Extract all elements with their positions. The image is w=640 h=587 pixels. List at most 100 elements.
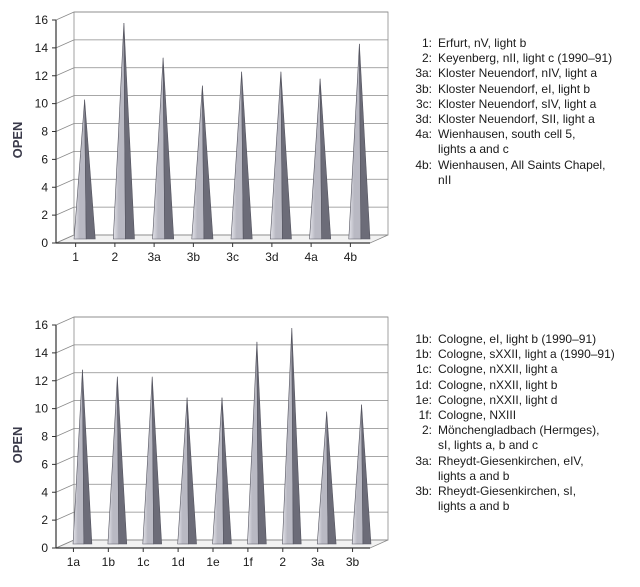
legend-key: 3a: — [415, 453, 432, 468]
gridline-depth — [55, 483, 75, 493]
x-tick-label: 2 — [279, 555, 286, 569]
x-tick-label: 1a — [67, 555, 81, 569]
y-tick-label: 12 — [35, 69, 49, 83]
y-tick-label: 4 — [41, 180, 48, 194]
bar-cone-shade — [326, 411, 337, 545]
bar-cone-shade — [186, 397, 197, 545]
bar-cone-shade — [151, 376, 162, 545]
bar-cone-3a — [316, 411, 337, 545]
legend-text: Kloster Neuendorf, SII, light a — [438, 112, 595, 127]
x-tick-label: 4b — [344, 250, 358, 264]
legend-key: 1f: — [418, 408, 432, 423]
legend-key: 1d: — [415, 377, 432, 392]
legend-entry: 4b: Wienhausen, All Saints Chapel, nII — [398, 158, 612, 188]
gridline-depth — [55, 178, 75, 188]
gridline-depth — [55, 511, 75, 521]
y-tick-label: 14 — [35, 41, 49, 55]
bar-cone-1 — [73, 99, 96, 240]
gridline-depth — [55, 206, 75, 216]
legend-text: Kloster Neuendorf, eI, light b — [438, 81, 591, 96]
legend-key: 3b: — [415, 484, 432, 499]
legend-text: Rheydt-Giesenkirchen, sI, lights a and b — [438, 484, 577, 514]
bar-cone-shade — [359, 43, 371, 240]
legend-entry: 1e: Cologne, nXXII, light d — [398, 393, 615, 408]
legend-entry: 1b: Cologne, eI, light b (1990–91) — [398, 332, 615, 347]
legend-entry: 1c: Cologne, nXXII, light a — [398, 362, 615, 377]
gridline-depth — [55, 95, 75, 104]
legend-entry: 3c: Kloster Neuendorf, sIV, light a — [398, 97, 612, 112]
x-tick-label: 1e — [206, 555, 220, 569]
x-tick-label: 2 — [112, 250, 119, 264]
gridline-depth — [55, 539, 75, 549]
legend-entry: 1d: Cologne, nXXII, light b — [398, 378, 615, 393]
legend-entry: 3b: Kloster Neuendorf, eI, light b — [398, 82, 612, 97]
bar-cone-shade — [280, 71, 292, 240]
gridline-depth — [55, 316, 75, 326]
x-tick-label: 3b — [346, 555, 360, 569]
bar-cone-shade — [82, 369, 93, 545]
y-tick-label: 8 — [41, 430, 48, 444]
bar-cone-1e — [212, 397, 232, 545]
x-tick-label: 3c — [226, 250, 239, 264]
legend-text: Cologne, sXXII, light a (1990–91) — [438, 347, 615, 362]
legend-entry: 3a: Rheydt-Giesenkirchen, eIV, lights a a… — [398, 454, 615, 484]
legend-entry: 2: Keyenberg, nII, light c (1990–91) — [398, 51, 612, 66]
legend-top: 1: Erfurt, nV, light b 2: Keyenberg, nII, l… — [398, 36, 612, 188]
bar-cone-3c — [230, 71, 253, 240]
y-tick-label: 2 — [41, 513, 48, 527]
legend-key: 1b: — [415, 332, 432, 346]
y-tick-label: 14 — [35, 346, 49, 360]
legend-text: Erfurt, nV, light b — [438, 36, 527, 50]
legend-key: 3c: — [415, 96, 432, 111]
y-tick-label: 16 — [35, 13, 49, 27]
bar-cone-3b — [191, 85, 214, 240]
bar-cone-1d — [177, 397, 197, 545]
bar-cone-4a — [309, 78, 332, 240]
bar-cone-2 — [112, 22, 135, 240]
bar-cone-shade — [361, 404, 372, 545]
gridline-depth — [55, 372, 75, 382]
gridline-depth — [55, 428, 75, 437]
legend-text: Cologne, nXXII, light a — [438, 362, 558, 377]
bar-cone-shade — [256, 341, 267, 545]
legend-text: Keyenberg, nII, light c (1990–91) — [438, 51, 613, 66]
bar-cone-4b — [348, 43, 371, 240]
bar-cone-1b — [107, 376, 128, 545]
x-tick-label: 1b — [102, 555, 116, 569]
bar-cone-1f — [247, 341, 267, 545]
legend-entry: 1: Erfurt, nV, light b — [398, 36, 612, 51]
y-tick-label: 8 — [41, 125, 48, 139]
y-tick-label: 6 — [41, 457, 48, 471]
gridline-depth — [55, 123, 75, 132]
bar-cone-3b — [351, 404, 372, 545]
legend-key: 1c: — [415, 362, 432, 377]
y-tick-label: 0 — [41, 541, 48, 555]
x-tick-label: 1c — [137, 555, 150, 569]
legend-entry: 3b: Rheydt-Giesenkirchen, sI, lights a an… — [398, 484, 615, 514]
bar-cone-shade — [123, 22, 135, 240]
gridline-depth — [55, 456, 75, 465]
gridline-depth — [55, 11, 75, 21]
bar-cone-shade — [291, 327, 302, 545]
bar-cone-3a — [152, 57, 175, 240]
legend-entry: 1f: Cologne, NXIII — [398, 408, 615, 423]
y-axis-label: OPEN — [10, 122, 25, 159]
legend-key: 4a: — [415, 127, 432, 142]
y-tick-label: 6 — [41, 152, 48, 166]
bar-cone-shade — [84, 99, 96, 240]
legend-text: Mönchengladbach (Hermges), sI, lights a,… — [438, 423, 600, 453]
legend-key: 4b: — [415, 157, 432, 172]
y-tick-label: 2 — [41, 208, 48, 222]
bar-cone-3d — [269, 71, 292, 240]
bar-cone-shade — [162, 57, 175, 240]
gridline-depth — [55, 344, 75, 354]
bar-cone-2 — [282, 327, 302, 545]
y-axis-label: OPEN — [10, 427, 25, 464]
legend-text: Cologne, eI, light b (1990–91) — [438, 332, 597, 346]
legend-text: Kloster Neuendorf, nIV, light a — [438, 66, 597, 81]
chart-1: 0 2 4 6 8 10 12 14 16 OPEN 1a 1b 1c 1d 1e 1f 2 3a 3b — [10, 316, 389, 569]
y-tick-label: 12 — [35, 374, 49, 388]
legend-key: 3d: — [415, 112, 432, 127]
y-tick-label: 4 — [41, 485, 48, 499]
